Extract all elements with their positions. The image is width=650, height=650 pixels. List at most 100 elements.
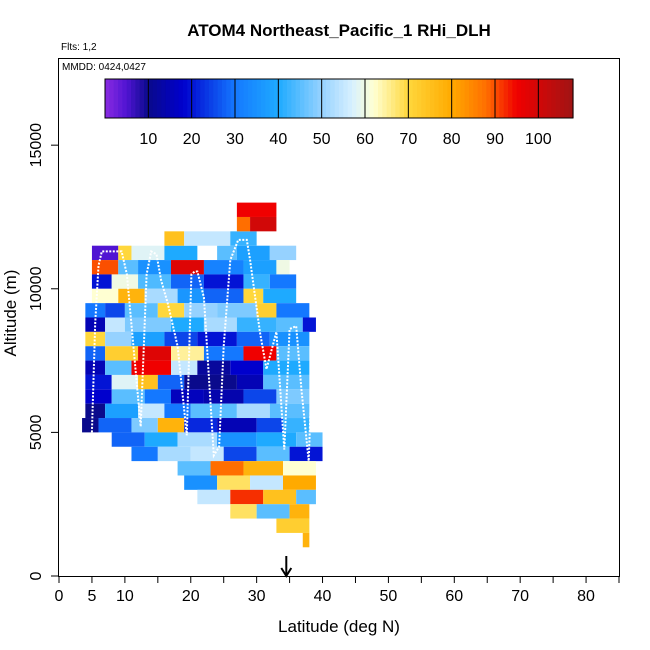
x-tick-label: 20 bbox=[182, 588, 200, 605]
colorbar-swatch bbox=[464, 79, 470, 118]
heatmap-cell bbox=[217, 245, 237, 261]
latitude-marker-arrow bbox=[280, 556, 293, 578]
colorbar-tick-label: 20 bbox=[183, 131, 201, 148]
colorbar-swatch bbox=[326, 79, 331, 118]
heatmap-cell bbox=[197, 331, 237, 347]
colorbar-swatch bbox=[373, 79, 379, 118]
heatmap-cell bbox=[85, 331, 106, 347]
colorbar-swatch bbox=[408, 79, 414, 118]
colorbar-swatch bbox=[395, 79, 401, 118]
heatmap-cell bbox=[138, 374, 158, 390]
x-tick-label: 30 bbox=[248, 588, 266, 605]
heatmap-cell bbox=[296, 489, 316, 505]
heatmap-cell bbox=[283, 475, 316, 490]
heatmap-cell bbox=[144, 432, 178, 447]
heatmap-cell bbox=[184, 418, 218, 433]
colorbar-swatch bbox=[157, 79, 162, 118]
heatmap-cell bbox=[236, 317, 277, 332]
heatmap-cell bbox=[118, 288, 145, 304]
colorbar-swatch bbox=[499, 79, 505, 118]
heatmap-cell bbox=[197, 360, 231, 375]
colorbar-swatch bbox=[213, 79, 219, 118]
x-tick-label: 40 bbox=[314, 588, 332, 605]
colorbar-swatch bbox=[118, 79, 123, 118]
heatmap-cell bbox=[236, 245, 270, 261]
heatmap-cell bbox=[164, 245, 198, 261]
heatmap-cell bbox=[118, 260, 139, 275]
heatmap-cell bbox=[138, 260, 171, 275]
heatmap-cell bbox=[184, 231, 231, 246]
heatmap-cell bbox=[85, 389, 112, 404]
heatmap-cell bbox=[85, 403, 106, 419]
colorbar-swatch bbox=[529, 79, 535, 118]
colorbar-swatch bbox=[438, 79, 444, 118]
heatmap-cell bbox=[111, 274, 139, 289]
colorbar-swatch bbox=[512, 79, 518, 118]
heatmap-cell bbox=[302, 317, 316, 332]
heatmap-cell bbox=[203, 389, 244, 404]
colorbar-swatch bbox=[460, 79, 466, 118]
x-tick-label: 50 bbox=[380, 588, 398, 605]
colorbar-swatch bbox=[170, 79, 175, 118]
heatmap-cell bbox=[105, 360, 132, 375]
heatmap-cell bbox=[236, 216, 251, 232]
heatmap-cell bbox=[263, 489, 297, 505]
colorbar-swatch bbox=[265, 79, 271, 118]
colorbar-swatch bbox=[196, 79, 201, 118]
heatmap-cell bbox=[171, 360, 198, 375]
x-tick-label: 70 bbox=[511, 588, 529, 605]
heatmap-cell bbox=[177, 432, 218, 447]
plot-frame bbox=[58, 58, 620, 577]
colorbar-swatch bbox=[287, 79, 292, 118]
colorbar-swatch bbox=[555, 79, 561, 118]
heatmap-cell bbox=[203, 274, 244, 289]
colorbar-tick-label: 70 bbox=[399, 131, 417, 148]
colorbar-swatch bbox=[248, 79, 253, 118]
colorbar-ticks: 10 20 30 40 50 60 70 80 90 100 bbox=[139, 79, 552, 148]
heatmap-cell bbox=[276, 317, 303, 332]
flight-track-line bbox=[90, 238, 315, 462]
colorbar-swatch bbox=[495, 79, 500, 118]
colorbar-swatch bbox=[477, 79, 483, 118]
heatmap-cell bbox=[289, 504, 310, 519]
heatmap-cell bbox=[164, 231, 185, 246]
heatmap-cell bbox=[230, 504, 257, 519]
y-tick-label: 5000 bbox=[28, 414, 45, 450]
heatmap-cell bbox=[82, 418, 99, 433]
colorbar-swatch bbox=[174, 79, 180, 118]
colorbar-swatch bbox=[300, 79, 305, 118]
colorbar-swatch bbox=[352, 79, 357, 118]
colorbar-swatch bbox=[551, 79, 557, 118]
heatmap-cell bbox=[243, 288, 264, 304]
colorbar-tick-label: 10 bbox=[139, 131, 157, 148]
heatmap-cell bbox=[171, 260, 204, 275]
colorbar-frame bbox=[104, 78, 574, 119]
colorbar-swatch bbox=[131, 79, 136, 118]
heatmap-cell bbox=[256, 432, 297, 447]
y-tick-label: 15000 bbox=[28, 123, 45, 168]
colorbar-swatch bbox=[360, 79, 366, 118]
y-axis-label: Altitude (m) bbox=[1, 270, 20, 357]
heatmap-cell bbox=[263, 374, 310, 390]
colorbar: 10 20 30 40 50 60 70 80 90 100 bbox=[104, 78, 574, 148]
heatmap-cell bbox=[124, 317, 171, 332]
colorbar-swatch bbox=[235, 79, 240, 118]
colorbar-swatch bbox=[252, 79, 258, 118]
colorbar-swatch bbox=[534, 79, 539, 118]
colorbar-swatch bbox=[482, 79, 487, 118]
heatmap-cell bbox=[144, 389, 171, 404]
heatmap-cell bbox=[217, 418, 257, 433]
heatmap-cell bbox=[256, 446, 290, 462]
colorbar-swatch bbox=[187, 79, 193, 118]
heatmap-cell bbox=[269, 274, 297, 289]
dates-label: MMDD: 0424,0427 bbox=[62, 62, 146, 73]
colorbar-swatch bbox=[456, 79, 461, 118]
heatmap-cell bbox=[217, 432, 257, 447]
colorbar-swatch bbox=[152, 79, 158, 118]
heatmap-cell bbox=[263, 288, 297, 304]
heatmap-cell bbox=[171, 346, 204, 361]
colorbar-tick-label: 80 bbox=[443, 131, 461, 148]
heatmap-cell bbox=[138, 403, 165, 419]
heatmap-cell bbox=[124, 303, 158, 318]
heatmap-cell bbox=[289, 446, 323, 462]
